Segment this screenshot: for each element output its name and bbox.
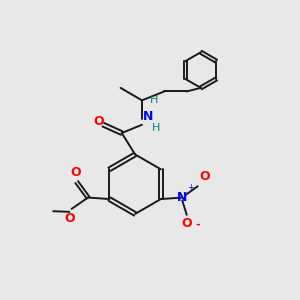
Text: H: H: [152, 123, 160, 133]
Text: H: H: [150, 95, 159, 105]
Text: O: O: [182, 217, 192, 230]
Text: O: O: [64, 212, 75, 225]
Text: O: O: [94, 115, 104, 128]
Text: -: -: [195, 219, 200, 229]
Text: O: O: [70, 166, 80, 178]
Text: N: N: [177, 191, 188, 204]
Text: O: O: [199, 170, 210, 183]
Text: +: +: [187, 183, 194, 192]
Text: N: N: [142, 110, 153, 123]
